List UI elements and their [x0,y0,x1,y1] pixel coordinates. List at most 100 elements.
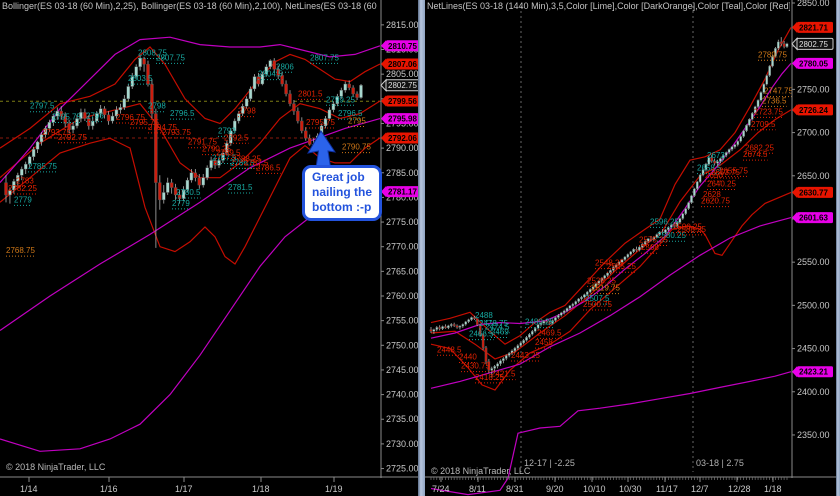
candle-body [308,138,312,145]
candle-body [635,249,638,251]
candle-body [248,88,253,100]
candle-body [571,303,575,307]
band-bb100-upper [430,63,792,339]
netline-label: 2469.5 [537,328,562,337]
copyright-label: © 2018 NinjaTrader, LLC [6,462,106,472]
netline-label: 2795.75 [306,118,335,127]
time-axis-label: 10/30 [619,484,642,494]
candle-body [539,322,543,326]
candle-body [652,236,656,240]
candle-body [476,318,479,326]
band-bb25-lower [430,191,792,391]
indicator-header-hourly: Bollinger(ES 03-18 (60 Min),2,25), Bolli… [2,1,378,11]
candle-body [710,157,714,162]
candle-body [661,231,664,234]
candle-body [672,224,676,227]
last-price-box [385,79,418,92]
price-chart-hourly[interactable]: 2797.5 2795.75 2796 2785.75 2779 2803.5 2808.7… [0,0,418,496]
netline-label: 2747.75 [764,87,793,96]
candle-body [447,325,450,329]
netline-label: 2575.25 [639,236,668,245]
candle-body [779,41,783,44]
candle-body [63,115,67,124]
candle-body [580,296,583,300]
candle-body [225,142,229,154]
netline-label: 2653.75 [711,168,740,177]
netline-label: 2443.25 [511,351,540,360]
price-badge [386,186,418,198]
price-badge [797,104,833,116]
candle-body [126,86,130,100]
candle-body [162,192,166,201]
netline-label: 2440 [459,353,477,362]
candle-body [600,277,604,282]
candle-body [557,315,560,318]
axis-tick-label: 2400.00 [797,387,830,397]
callout-text-line: Great job [312,170,365,184]
candle-body [614,264,618,268]
price-badge-tip [381,186,386,198]
axis-tick-label: 2755.00 [386,316,418,326]
window-edge-strip[interactable] [836,0,840,496]
candle-body [315,135,320,146]
panel-splitter[interactable] [418,0,425,496]
candle-body [114,109,119,117]
netline-label: 2796 [86,112,104,121]
candle-body [502,358,505,361]
callout-box[interactable]: Great job nailing the bottom :-p [302,165,382,221]
candle-body [753,106,757,114]
price-badge-tip [792,21,797,33]
netline-label: 2736.5 [762,96,787,105]
copyright-label: © 2018 NinjaTrader, LLC [431,466,531,476]
candle-body [722,155,725,159]
netline-label: 2430.75 [461,362,490,371]
price-badge [386,58,418,70]
candle-body [606,272,609,276]
candle-body [609,270,612,274]
last-price-label: 2802.75 [799,40,828,49]
price-badge [797,366,833,378]
axis-tick-label: 2775.00 [386,217,418,227]
candle-body [756,99,760,107]
candle-body [296,110,300,122]
candle-body [782,43,786,47]
netline-label: 2780.5 [176,188,201,197]
candle-body [499,360,502,364]
indicator-header-daily: NetLines(ES 03-18 (1440 Min),3,5,Color [… [427,1,790,11]
candle-body [79,112,83,119]
candle-body [355,93,359,98]
candle-body [444,326,447,329]
candle-body [513,347,517,351]
candle-body [432,329,436,332]
candle-body [658,231,661,235]
candle-body [130,76,134,87]
candle-body [189,172,194,181]
candle-body [51,115,56,123]
candle-body [759,92,763,101]
time-axis-label: 1/16 [100,484,118,494]
candle-body [233,120,237,132]
chart-panel-daily: NetLines(ES 03-18 (1440 Min),3,5,Color [… [425,0,836,496]
netline-label: 2568 [641,243,659,252]
candle-body [95,113,99,122]
axis-tick-label: 2750.00 [386,340,418,350]
candle-body [690,195,693,203]
candle-body [35,141,40,150]
candle-body [173,187,178,196]
candle-body [201,177,205,186]
price-chart-daily[interactable]: 12-17 | -2.25 03-18 | 2.75 24882478.752474… [425,0,836,496]
last-price-label: 2802.75 [388,81,417,90]
candle-body [493,366,496,369]
netline-label: 2807.75 [156,53,185,62]
candle-body [739,136,742,142]
candle-body [687,202,690,209]
netline-label: 2790.25 [202,145,231,154]
candle-body [67,123,71,130]
netline-label: 2798 [238,107,256,116]
price-badge [386,40,418,52]
netline-label: 2418.25 [475,373,504,382]
axis-tick-label: 2765.00 [386,266,418,276]
price-badge [797,57,833,69]
netline-label: 2804.5 [258,70,283,79]
candle-body [487,361,491,371]
